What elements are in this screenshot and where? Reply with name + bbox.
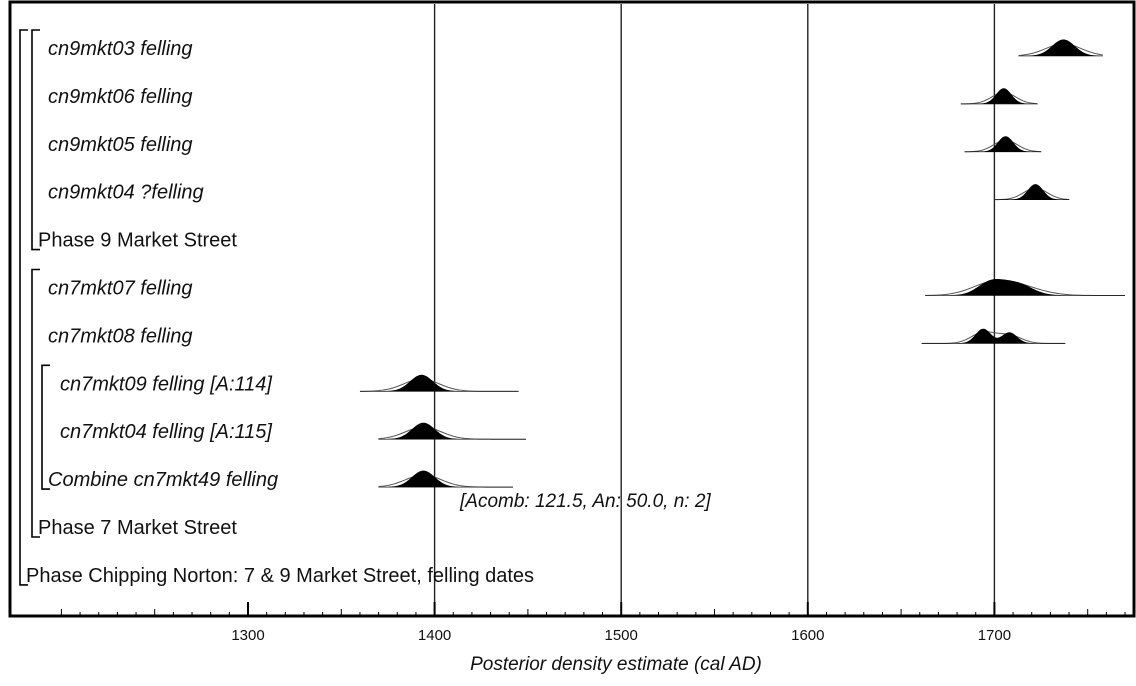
row-label: cn7mkt09 felling [A:114] bbox=[60, 373, 272, 395]
combine-annotation: [Acomb: 121.5, An: 50.0, n: 2] bbox=[459, 491, 711, 512]
tick-label-1600: 1600 bbox=[791, 627, 824, 644]
posterior-density bbox=[378, 422, 527, 440]
posterior-density bbox=[925, 278, 1126, 296]
posterior-density bbox=[960, 88, 1038, 105]
row-labels: cn9mkt03 felling cn9mkt06 felling cn9mkt05… bbox=[26, 38, 534, 587]
posterior-density bbox=[359, 374, 519, 392]
row-label: cn7mkt04 felling [A:115] bbox=[60, 421, 272, 443]
row-label: cn9mkt06 felling bbox=[48, 86, 193, 108]
row-label: cn9mkt03 felling bbox=[48, 38, 193, 60]
tick-label-1300: 1300 bbox=[231, 627, 264, 644]
phase-brackets bbox=[19, 29, 50, 586]
tick-label-1500: 1500 bbox=[605, 627, 638, 644]
bracket-phase-7 bbox=[31, 268, 40, 538]
posterior-density bbox=[921, 328, 1066, 344]
row-label: cn7mkt08 felling bbox=[48, 325, 193, 347]
row-label: cn7mkt07 felling bbox=[48, 278, 193, 300]
x-axis: 1300 1400 1500 1600 1700 bbox=[10, 602, 1134, 644]
tick-label-1700: 1700 bbox=[978, 627, 1011, 644]
gridlines bbox=[433, 4, 996, 614]
tick-label-1400: 1400 bbox=[418, 627, 451, 644]
row-label: Phase 7 Market Street bbox=[38, 517, 237, 539]
posterior-density bbox=[378, 470, 513, 488]
bracket-combine bbox=[41, 364, 50, 490]
posterior-density bbox=[994, 184, 1070, 200]
bracket-phase-9 bbox=[31, 29, 40, 251]
row-label: Combine cn7mkt49 felling bbox=[48, 469, 278, 491]
posterior-density bbox=[1018, 39, 1103, 57]
density-curves bbox=[359, 39, 1126, 488]
posterior-density bbox=[964, 136, 1042, 153]
row-label: cn9mkt04 ?felling bbox=[48, 182, 204, 204]
x-axis-title: Posterior density estimate (cal AD) bbox=[470, 654, 762, 675]
row-label: cn9mkt05 felling bbox=[48, 134, 193, 156]
row-label: Phase Chipping Norton: 7 & 9 Market Stre… bbox=[26, 565, 534, 587]
bracket-phase-chipping-norton bbox=[19, 29, 28, 586]
row-label: Phase 9 Market Street bbox=[38, 230, 237, 252]
